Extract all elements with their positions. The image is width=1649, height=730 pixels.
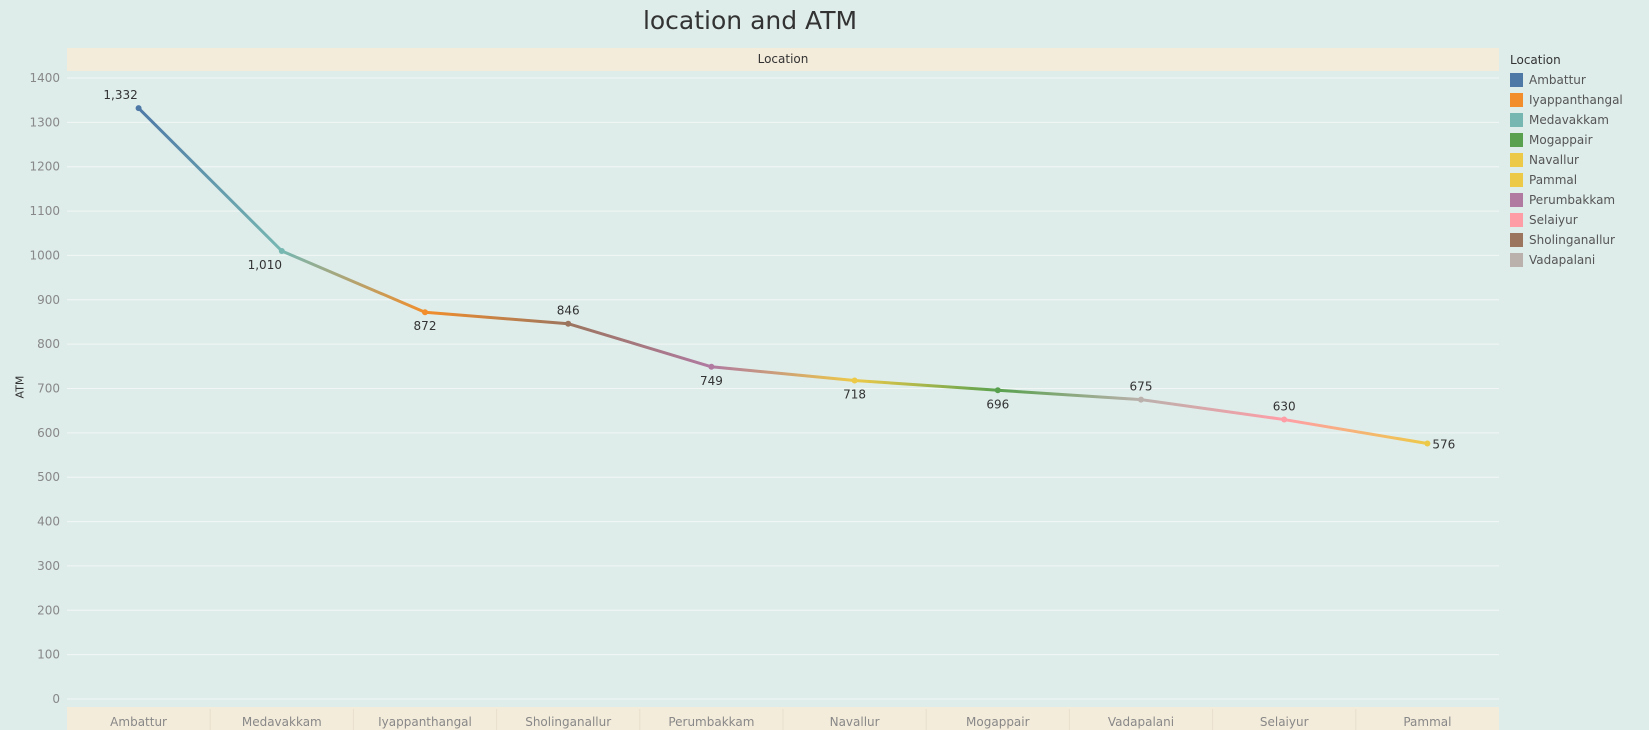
legend-item-label: Medavakkam <box>1529 113 1609 127</box>
line-segment <box>1139 398 1286 422</box>
y-tick-label: 1400 <box>29 71 60 85</box>
line-segment <box>137 106 284 253</box>
data-label: 576 <box>1432 438 1455 452</box>
x-tick-label: Mogappair <box>966 715 1030 729</box>
data-point <box>851 377 858 384</box>
line-segment <box>853 379 1000 392</box>
x-tick-label: Perumbakkam <box>668 715 754 729</box>
data-label: 1,010 <box>248 258 282 272</box>
line-segment <box>1282 418 1429 446</box>
y-tick-label: 600 <box>37 426 60 440</box>
legend-item[interactable]: Iyappanthangal <box>1510 90 1645 110</box>
data-label: 749 <box>700 374 723 388</box>
y-tick-label: 1300 <box>29 115 60 129</box>
legend-item-label: Selaiyur <box>1529 213 1578 227</box>
line-chart: 0 100 200 300 400 500 600 700 800 900 1000 1100 1200… <box>29 71 1499 730</box>
x-tick-label: Sholinganallur <box>525 715 611 729</box>
legend-swatch <box>1510 73 1523 87</box>
legend-swatch <box>1510 93 1523 107</box>
y-tick-label: 500 <box>37 470 60 484</box>
chart-title: location and ATM <box>642 6 858 35</box>
legend-item-label: Ambattur <box>1529 73 1586 87</box>
x-tick-label: Navallur <box>830 715 880 729</box>
legend-item[interactable]: Vadapalani <box>1510 250 1645 270</box>
y-tick-label: 1100 <box>29 204 60 218</box>
legend-swatch <box>1510 173 1523 187</box>
data-label: 872 <box>414 319 437 333</box>
data-point <box>565 320 572 327</box>
data-point <box>994 387 1001 394</box>
y-tick-label: 100 <box>37 648 60 662</box>
y-tick-label: 800 <box>37 337 60 351</box>
legend-item-label: Pammal <box>1529 173 1578 187</box>
line-segment <box>423 310 570 326</box>
y-tick-label: 200 <box>37 603 60 617</box>
x-tick-label: Iyappanthangal <box>378 715 472 729</box>
x-tick-label: Selaiyur <box>1260 715 1309 729</box>
y-tick-label: 400 <box>37 515 60 529</box>
legend-item[interactable]: Selaiyur <box>1510 210 1645 230</box>
legend-item[interactable]: Medavakkam <box>1510 110 1645 130</box>
data-label: 718 <box>843 388 866 402</box>
x-tick-label: Medavakkam <box>242 715 322 729</box>
legend-item-label: Navallur <box>1529 153 1579 167</box>
data-point <box>1138 396 1144 403</box>
legend-item-label: Iyappanthangal <box>1529 93 1623 107</box>
legend-swatch <box>1510 193 1523 207</box>
line-segment <box>996 388 1143 402</box>
legend-swatch <box>1510 253 1523 267</box>
legend-item-label: Mogappair <box>1529 133 1593 147</box>
column-header: Location <box>67 48 1499 71</box>
legend-swatch <box>1510 113 1523 127</box>
x-tick-label: Vadapalani <box>1108 715 1174 729</box>
legend-title: Location <box>1510 53 1561 67</box>
x-tick-label: Ambattur <box>110 715 167 729</box>
legend-item[interactable]: Sholinganallur <box>1510 230 1645 250</box>
y-tick-label: 1000 <box>29 248 60 262</box>
y-tick-label: 0 <box>52 692 60 706</box>
legend-item-label: Sholinganallur <box>1529 233 1615 247</box>
data-point <box>278 247 285 254</box>
data-point <box>422 309 428 316</box>
y-tick-label: 700 <box>37 382 60 396</box>
data-point <box>1424 440 1431 447</box>
data-label: 1,332 <box>103 88 137 102</box>
data-label: 846 <box>557 304 580 318</box>
x-tick-label: Pammal <box>1403 715 1451 729</box>
data-label: 696 <box>986 397 1009 411</box>
data-point <box>708 363 715 370</box>
line-segment <box>280 249 427 314</box>
legend: Location Ambattur Iyappanthangal Medavakka… <box>1510 53 1645 270</box>
line-segment <box>566 322 713 369</box>
legend-item[interactable]: Navallur <box>1510 150 1645 170</box>
legend-swatch <box>1510 133 1523 147</box>
line-segment <box>709 365 857 383</box>
legend-swatch <box>1510 233 1523 247</box>
data-label: 630 <box>1273 400 1296 414</box>
data-label: 675 <box>1130 380 1153 394</box>
data-point <box>1281 416 1288 423</box>
y-tick-label: 1200 <box>29 160 60 174</box>
legend-item-label: Perumbakkam <box>1529 193 1616 207</box>
legend-item-label: Vadapalani <box>1529 253 1596 267</box>
legend-item[interactable]: Ambattur <box>1510 70 1645 90</box>
legend-swatch <box>1510 153 1523 167</box>
data-point <box>135 105 142 112</box>
legend-item[interactable]: Perumbakkam <box>1510 190 1645 210</box>
legend-swatch <box>1510 213 1523 227</box>
y-tick-label: 900 <box>37 293 60 307</box>
legend-item[interactable]: Pammal <box>1510 170 1645 190</box>
y-tick-label: 300 <box>37 559 60 573</box>
legend-item[interactable]: Mogappair <box>1510 130 1645 150</box>
